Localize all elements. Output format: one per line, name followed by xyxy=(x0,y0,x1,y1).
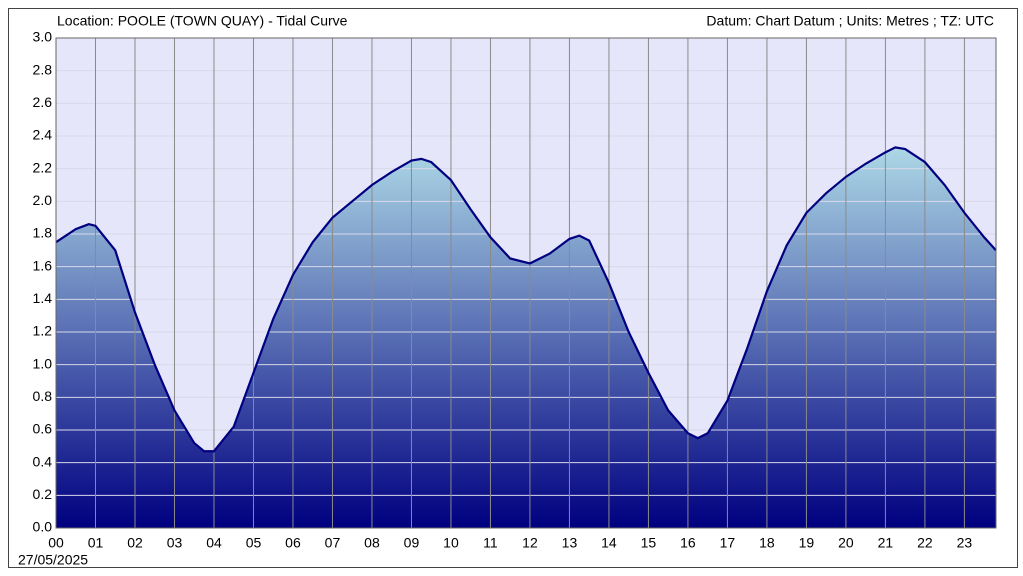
x-tick-label: 15 xyxy=(641,535,657,551)
x-tick-label: 20 xyxy=(838,535,854,551)
x-tick-label: 16 xyxy=(680,535,696,551)
x-tick-label: 13 xyxy=(562,535,578,551)
x-tick-label: 02 xyxy=(127,535,143,551)
x-tick-label: 05 xyxy=(246,535,262,551)
y-tick-label: 2.8 xyxy=(33,61,53,77)
chart-title: Location: POOLE (TOWN QUAY) - Tidal Curv… xyxy=(57,13,348,29)
x-tick-label: 03 xyxy=(167,535,183,551)
y-tick-label: 2.0 xyxy=(33,192,53,208)
y-tick-label: 1.6 xyxy=(33,257,53,273)
x-tick-label: 01 xyxy=(88,535,104,551)
y-tick-label: 2.2 xyxy=(33,159,53,175)
y-tick-label: 0.6 xyxy=(33,421,53,437)
y-tick-label: 1.8 xyxy=(33,225,53,241)
x-tick-label: 10 xyxy=(443,535,459,551)
plot-border xyxy=(55,37,997,529)
x-tick-label: 04 xyxy=(206,535,222,551)
tide-area xyxy=(56,147,996,528)
x-tick-label: 12 xyxy=(522,535,538,551)
date-label: 27/05/2025 xyxy=(18,552,88,568)
x-tick-label: 08 xyxy=(364,535,380,551)
x-tick-label: 09 xyxy=(404,535,420,551)
y-tick-label: 0.0 xyxy=(33,519,53,535)
y-tick-label: 0.4 xyxy=(33,453,53,469)
plot-area: 0.0 0.2 0.4 0.6 0.8 1.0 1.2 1.4 1.6 1.8 2.0 2.2 2.4 2… xyxy=(33,29,997,551)
x-tick-label: 06 xyxy=(285,535,301,551)
y-tick-label: 0.8 xyxy=(33,388,53,404)
y-tick-label: 1.4 xyxy=(33,290,53,306)
x-tick-label: 11 xyxy=(483,535,498,551)
y-tick-label: 1.2 xyxy=(33,323,53,339)
x-tick-label: 21 xyxy=(878,535,894,551)
y-tick-label: 2.6 xyxy=(33,94,53,110)
x-tick-label: 22 xyxy=(917,535,933,551)
tide-line xyxy=(55,146,997,453)
y-tick-label: 0.2 xyxy=(33,486,53,502)
x-tick-label: 00 xyxy=(48,535,64,551)
y-tick-label: 3.0 xyxy=(33,29,53,45)
x-tick-label: 07 xyxy=(325,535,341,551)
x-tick-label: 18 xyxy=(759,535,775,551)
x-tick-label: 23 xyxy=(957,535,973,551)
y-tick-label: 1.0 xyxy=(33,355,53,371)
chart-subtitle: Datum: Chart Datum ; Units: Metres ; TZ:… xyxy=(706,13,994,29)
x-tick-label: 17 xyxy=(720,535,736,551)
y-tick-label: 2.4 xyxy=(33,127,53,143)
x-tick-label: 14 xyxy=(601,535,617,551)
x-tick-label: 19 xyxy=(799,535,815,551)
